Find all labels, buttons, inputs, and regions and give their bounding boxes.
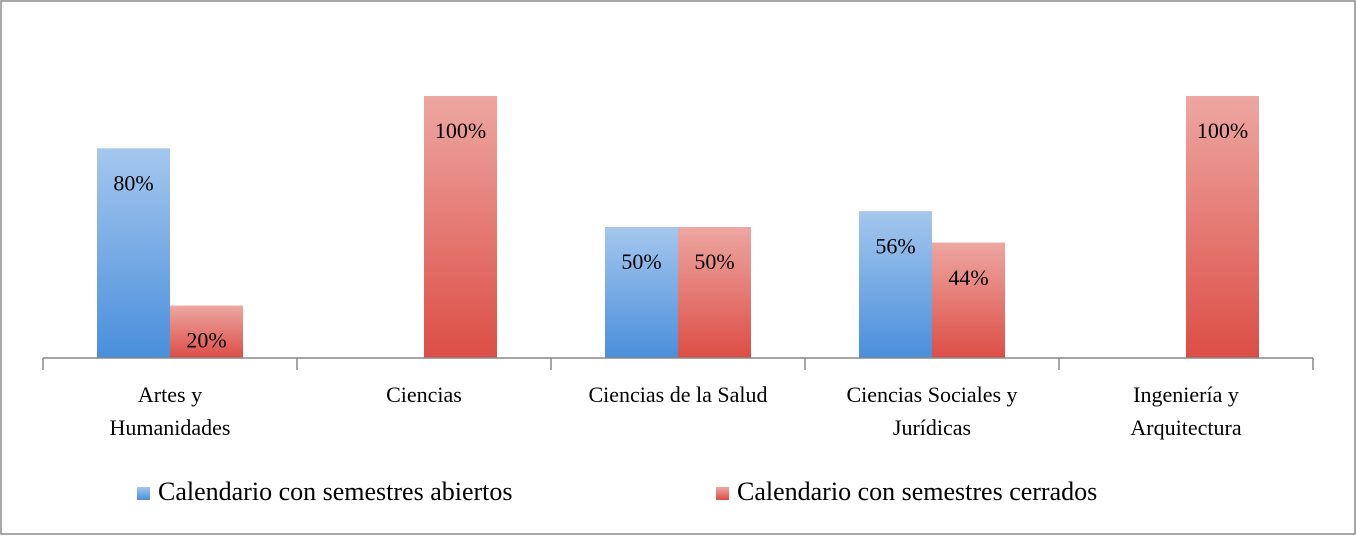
x-tick-label: Ciencias <box>386 382 462 407</box>
legend-swatch-shine <box>137 487 150 500</box>
bar-shine <box>424 96 497 358</box>
x-tick-label: Ciencias de la Salud <box>588 382 768 407</box>
data-label: 44% <box>948 265 988 290</box>
x-tick-label: Ciencias Sociales y Jurídicas <box>846 382 1018 440</box>
legend-label: Calendario con semestres cerrados <box>737 477 1097 506</box>
x-tick-label: Artes y Humanidades <box>109 382 231 440</box>
bar-shine <box>170 305 243 358</box>
x-tick-label: Ingeniería y Arquitectura <box>1130 382 1242 440</box>
bar-shine <box>678 227 751 358</box>
data-label: 80% <box>113 170 153 195</box>
bar-shine <box>97 148 170 358</box>
bar-shine <box>932 242 1005 358</box>
data-label: 50% <box>621 249 661 274</box>
data-label: 100% <box>435 118 486 143</box>
bar-shine <box>1186 96 1259 358</box>
data-label: 100% <box>1197 118 1248 143</box>
legend-label: Calendario con semestres abiertos <box>158 477 513 506</box>
data-label: 56% <box>875 233 915 258</box>
data-label: 20% <box>186 328 226 353</box>
data-label: 50% <box>694 249 734 274</box>
legend-swatch-shine <box>716 487 729 500</box>
bar-shine <box>859 211 932 358</box>
bar-shine <box>605 227 678 358</box>
